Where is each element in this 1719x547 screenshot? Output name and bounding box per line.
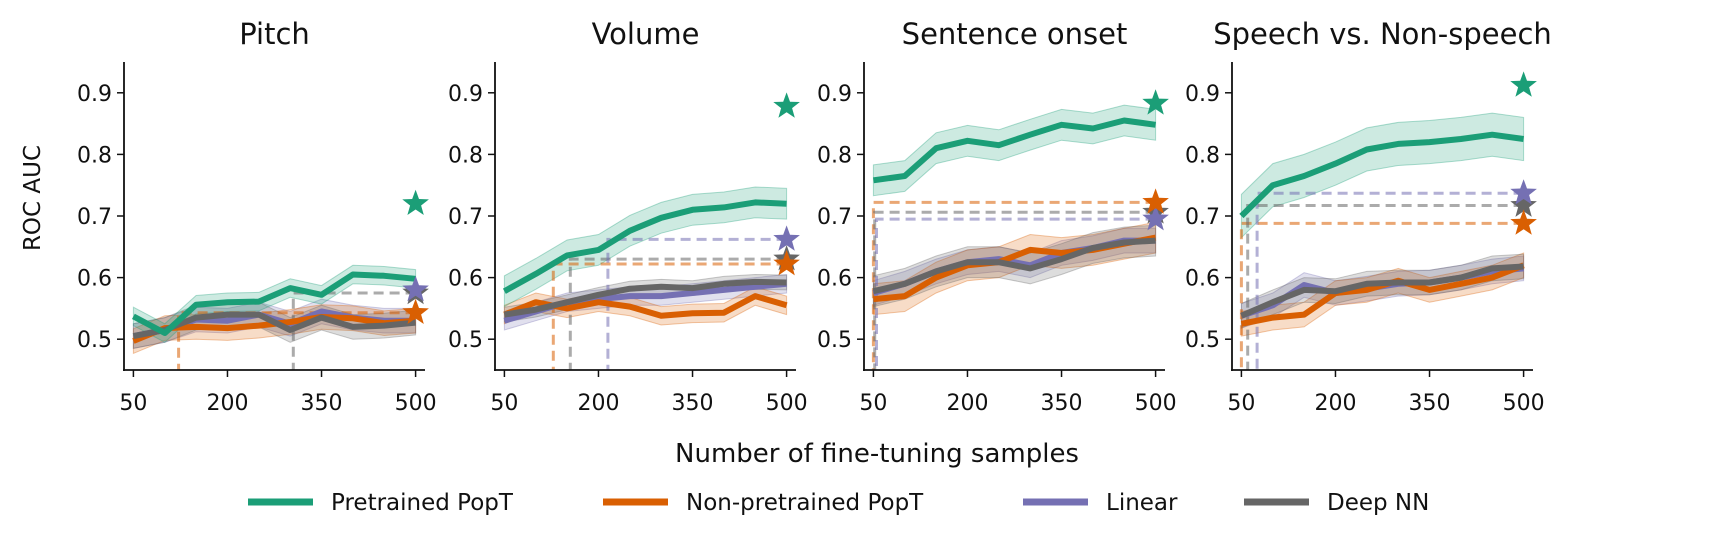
y-axis-label: ROC AUC bbox=[20, 145, 46, 251]
x-tick-label: 200 bbox=[946, 391, 988, 416]
star-marker-pretrained bbox=[402, 189, 429, 215]
x-tick-label: 200 bbox=[577, 391, 619, 416]
y-tick-label: 0.7 bbox=[1185, 205, 1220, 230]
legend-label: Linear bbox=[1106, 490, 1178, 516]
y-tick-label: 0.8 bbox=[77, 143, 112, 168]
y-tick-label: 0.6 bbox=[1185, 267, 1220, 292]
series-line-deepnn bbox=[1240, 263, 1524, 319]
x-tick-label: 50 bbox=[490, 391, 518, 416]
legend: Pretrained PopT Non-pretrained PopT Linear… bbox=[248, 490, 1429, 516]
x-tick-label: 350 bbox=[1409, 391, 1451, 416]
panel-2: Volume 0.5 0.6 0.7 0.8 0.9 50 200 350 500 bbox=[448, 17, 808, 416]
star-marker-linear bbox=[1510, 179, 1537, 205]
star-marker-nonpretrained bbox=[402, 298, 429, 324]
series-line-deepnn bbox=[132, 311, 416, 340]
star-marker-linear bbox=[773, 225, 800, 251]
star-marker-pretrained bbox=[773, 92, 800, 118]
legend-item-nonpretrained: Non-pretrained PopT bbox=[603, 490, 924, 516]
x-tick-label: 350 bbox=[1041, 391, 1083, 416]
y-tick-label: 0.8 bbox=[1185, 143, 1220, 168]
legend-item-deepnn: Deep NN bbox=[1244, 490, 1429, 516]
x-tick-label: 50 bbox=[859, 391, 887, 416]
star-marker-nonpretrained bbox=[773, 250, 800, 276]
x-tick-label: 200 bbox=[206, 391, 248, 416]
band-pretrained bbox=[503, 186, 788, 308]
series-line-pretrained bbox=[502, 199, 787, 294]
y-tick-label: 0.5 bbox=[77, 328, 112, 353]
band-linear bbox=[1240, 255, 1525, 329]
band-pretrained bbox=[872, 104, 1157, 197]
star-marker-linear bbox=[1142, 205, 1169, 231]
reference-line-deepnn bbox=[291, 291, 416, 370]
panel-title: Sentence onset bbox=[902, 17, 1128, 51]
y-tick-label: 0.6 bbox=[77, 267, 112, 292]
panel-4: Speech vs. Non-speech 0.5 0.6 0.7 0.8 0.9 50 20… bbox=[1185, 17, 1552, 416]
series-line-pretrained bbox=[131, 271, 416, 336]
star-marker-linear bbox=[402, 275, 429, 302]
x-axis-label: Number of fine-tuning samples bbox=[675, 439, 1079, 469]
reference-line-deepnn bbox=[568, 257, 787, 370]
star-marker-nonpretrained bbox=[1510, 209, 1537, 235]
x-tick-label: 350 bbox=[672, 391, 714, 416]
y-tick-label: 0.5 bbox=[448, 328, 483, 353]
series-line-deepnn bbox=[872, 237, 1156, 295]
y-tick-label: 0.7 bbox=[817, 205, 852, 230]
panel-title: Speech vs. Non-speech bbox=[1213, 17, 1552, 51]
reference-line-nonpretrained bbox=[177, 311, 416, 370]
band-pretrained bbox=[1240, 112, 1525, 239]
y-tick-label: 0.9 bbox=[1185, 82, 1220, 107]
legend-label: Deep NN bbox=[1327, 490, 1429, 516]
x-tick-label: 50 bbox=[119, 391, 147, 416]
band-nonpretrained bbox=[872, 221, 1157, 316]
panel-title: Pitch bbox=[239, 17, 310, 51]
legend-label: Pretrained PopT bbox=[331, 490, 514, 516]
legend-item-pretrained: Pretrained PopT bbox=[248, 490, 514, 516]
y-tick-label: 0.8 bbox=[448, 143, 483, 168]
panel-1: Pitch 0.5 0.6 0.7 0.8 0.9 50 200 350 500 bbox=[77, 17, 437, 416]
x-tick-label: 500 bbox=[766, 391, 808, 416]
star-marker-nonpretrained bbox=[1142, 188, 1169, 214]
legend-item-linear: Linear bbox=[1023, 490, 1178, 516]
panels: Pitch 0.5 0.6 0.7 0.8 0.9 50 200 350 500 Volume 0.5… bbox=[77, 17, 1552, 416]
x-tick-label: 500 bbox=[1135, 391, 1177, 416]
y-tick-label: 0.9 bbox=[817, 82, 852, 107]
x-tick-label: 50 bbox=[1227, 391, 1255, 416]
panel-title: Volume bbox=[592, 17, 700, 51]
star-marker-deepnn bbox=[1510, 191, 1537, 217]
y-tick-label: 0.7 bbox=[77, 205, 112, 230]
y-tick-label: 0.5 bbox=[817, 328, 852, 353]
y-tick-label: 0.9 bbox=[77, 82, 112, 107]
reference-line-nonpretrained bbox=[871, 200, 1156, 370]
star-marker-pretrained bbox=[1142, 89, 1169, 115]
band-deepnn bbox=[1240, 253, 1525, 329]
band-nonpretrained bbox=[1240, 252, 1525, 337]
panel-3: Sentence onset 0.5 0.6 0.7 0.8 0.9 50 200 350 500 bbox=[817, 17, 1177, 416]
y-tick-label: 0.5 bbox=[1185, 328, 1220, 353]
reference-line-deepnn bbox=[873, 210, 1156, 370]
series-line-deepnn bbox=[503, 278, 787, 318]
star-marker-pretrained bbox=[1510, 71, 1537, 97]
y-tick-label: 0.8 bbox=[817, 143, 852, 168]
x-tick-label: 500 bbox=[1503, 391, 1545, 416]
y-tick-label: 0.9 bbox=[448, 82, 483, 107]
x-tick-label: 200 bbox=[1314, 391, 1356, 416]
y-tick-label: 0.6 bbox=[817, 267, 852, 292]
reference-line-linear bbox=[875, 217, 1156, 370]
series-line-pretrained bbox=[1239, 131, 1525, 219]
y-tick-label: 0.7 bbox=[448, 205, 483, 230]
y-tick-label: 0.6 bbox=[448, 267, 483, 292]
reference-line-linear bbox=[606, 237, 787, 370]
legend-label: Non-pretrained PopT bbox=[686, 490, 924, 516]
series-line-pretrained bbox=[872, 117, 1157, 184]
x-tick-label: 500 bbox=[395, 391, 437, 416]
x-tick-label: 350 bbox=[301, 391, 343, 416]
